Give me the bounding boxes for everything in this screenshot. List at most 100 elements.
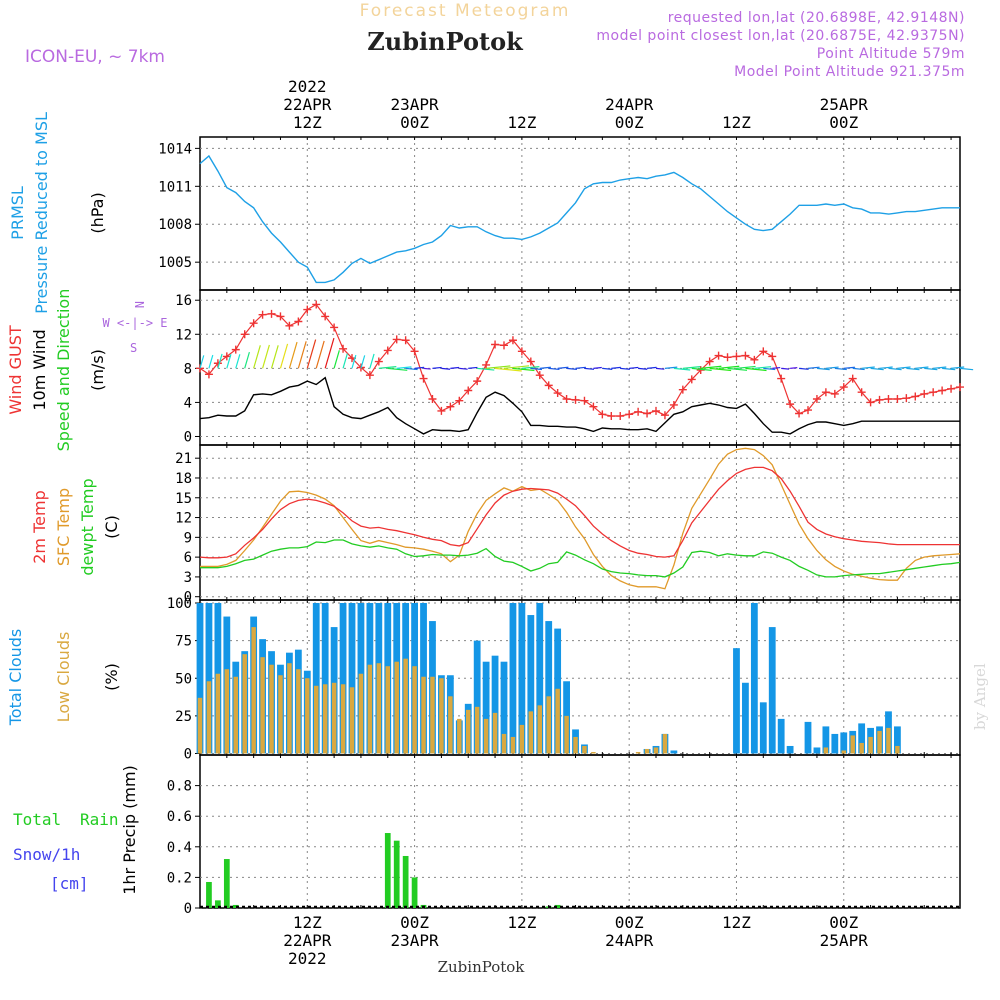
- wind-direction-arrow: [253, 345, 261, 369]
- wind-dir-label: Speed and Direction: [54, 289, 73, 452]
- wind-direction-arrow: [387, 367, 408, 371]
- wind-direction-arrow: [950, 366, 965, 369]
- y-tick-label: 0: [184, 746, 192, 762]
- time-label-top: 22APR: [283, 95, 332, 114]
- pressure-label-msl: Pressure Reduced to MSL: [32, 112, 51, 314]
- low-cloud-bar: [305, 678, 310, 754]
- gust-marker: [956, 383, 964, 392]
- y-tick-label: 0.6: [167, 809, 192, 825]
- gust-marker: [652, 406, 660, 415]
- low-cloud-bar: [474, 706, 480, 754]
- total-cloud-bar: [518, 603, 526, 754]
- wind-direction-arrow: [521, 365, 540, 369]
- wind-direction-arrow: [718, 365, 740, 369]
- gust-marker: [911, 392, 920, 401]
- low-cloud-bar: [564, 715, 569, 754]
- y-tick-label: 21: [175, 451, 192, 467]
- gust-marker: [768, 352, 777, 361]
- y-tick-label: 12: [175, 511, 192, 527]
- total-cloud-bar: [858, 723, 866, 754]
- pressure-unit: (hPa): [88, 192, 107, 233]
- gust-marker: [446, 402, 455, 411]
- footer-station: ZubinPotok: [438, 958, 526, 976]
- gust-marker: [294, 317, 303, 326]
- total-cloud-bar: [777, 718, 785, 754]
- wind-direction-arrow: [270, 345, 279, 369]
- wind-direction-arrow: [575, 366, 586, 369]
- time-label-top: 00Z: [400, 113, 429, 132]
- gust-marker: [920, 389, 929, 398]
- y-tick-label: 0: [184, 901, 192, 917]
- wind-direction-arrow: [566, 367, 577, 370]
- low-cloud-bar: [331, 682, 337, 754]
- y-tick-label: 15: [175, 491, 192, 507]
- gust-marker: [741, 351, 750, 360]
- y-tick-label: 16: [175, 293, 192, 309]
- total-cloud-bar: [768, 627, 776, 754]
- y-tick-label: 18: [175, 471, 192, 487]
- gust-marker: [258, 310, 267, 319]
- y-tick-label: 1008: [158, 217, 192, 233]
- gust-marker: [321, 312, 330, 321]
- gust-marker: [365, 371, 374, 380]
- sfc-temp-label: SFC Temp: [54, 488, 73, 566]
- low-cloud-bar: [537, 705, 542, 754]
- model-label: ICON-EU, ~ 7km: [25, 47, 165, 67]
- total-cloud-bar: [196, 603, 204, 754]
- y-tick-label: 12: [175, 327, 192, 343]
- time-label-bottom: 00Z: [615, 913, 644, 932]
- wind-direction-arrow: [924, 367, 938, 371]
- gust-marker: [303, 305, 312, 314]
- wind-direction-arrow: [861, 366, 875, 369]
- low-cloud-bar: [573, 736, 578, 754]
- y-tick-label: 0.8: [167, 779, 192, 795]
- total-rain-label-total: Total: [13, 810, 61, 829]
- gust-marker: [830, 389, 839, 398]
- total-cloud-bar: [348, 603, 356, 754]
- wind-direction-arrow: [324, 337, 335, 369]
- low-cloud-bar: [886, 727, 891, 754]
- low-cloud-bar: [412, 666, 417, 754]
- total-cloud-bar: [894, 726, 901, 754]
- gust-line: [199, 303, 961, 417]
- closest-coords: model point closest lon,lat (20.6875E, 4…: [596, 28, 965, 44]
- rain-bar: [215, 900, 221, 908]
- time-label-bottom: 00Z: [829, 913, 858, 932]
- compass-south: S: [130, 341, 137, 355]
- model-altitude: Model Point Altitude 921.375m: [734, 64, 965, 80]
- y-tick-label: 0: [184, 429, 192, 445]
- low-cloud-bar: [349, 687, 355, 754]
- wind-direction-arrow: [673, 367, 691, 371]
- wind-direction-arrow: [315, 340, 325, 369]
- y-tick-label: 3: [184, 570, 192, 586]
- wind-direction-arrow: [709, 367, 732, 372]
- wind-direction-arrow: [807, 366, 820, 369]
- gust-marker: [902, 394, 911, 403]
- sfc-temp-line: [200, 447, 961, 590]
- low-cloud-bar: [296, 669, 301, 754]
- low-cloud-bar: [877, 730, 882, 754]
- wind-direction-arrow: [602, 367, 613, 370]
- low-cloud-bar: [510, 736, 516, 754]
- dewpt-line: [200, 539, 961, 578]
- low-cloud-bar: [466, 709, 471, 754]
- total-cloud-bar: [750, 603, 758, 754]
- panel-frame: [199, 754, 961, 909]
- total-rain-label-rain: Rain: [80, 810, 119, 829]
- total-cloud-bar: [205, 603, 213, 754]
- total-cloud-bar: [536, 603, 544, 754]
- wind-direction-arrow: [414, 366, 425, 369]
- gust-marker: [625, 410, 634, 419]
- low-cloud-bar: [591, 751, 596, 754]
- gust-marker: [204, 370, 213, 379]
- wind-direction-arrow: [333, 350, 340, 369]
- total-cloud-bar: [473, 640, 481, 754]
- rain-bar: [206, 881, 212, 908]
- low-cloud-bar: [555, 688, 560, 754]
- low-cloud-bar: [635, 751, 641, 754]
- gust-marker: [473, 377, 482, 386]
- time-label-bottom: 00Z: [400, 913, 429, 932]
- low-cloud-bar: [841, 750, 846, 754]
- gust-marker: [222, 352, 231, 361]
